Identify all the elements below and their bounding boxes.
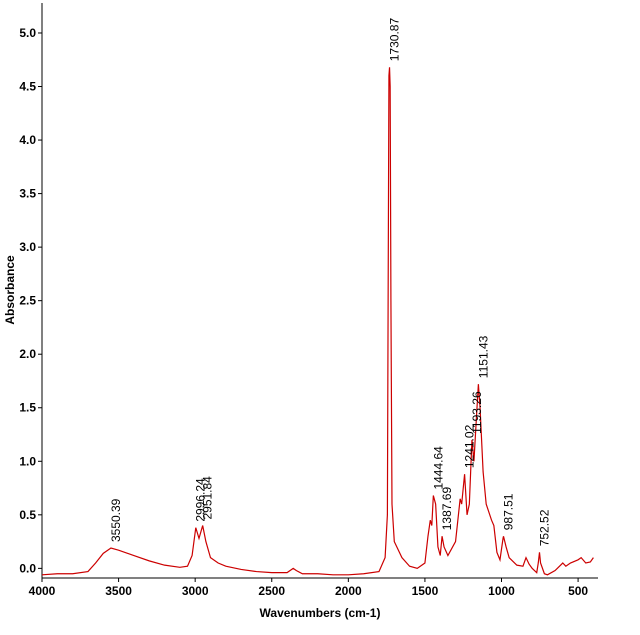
- spectrum-line: [41, 67, 594, 576]
- x-axis-label: Wavenumbers (cm-1): [260, 606, 381, 620]
- peak-label: 1387.69: [440, 487, 454, 531]
- x-tick-label: 4000: [29, 584, 56, 598]
- peak-label: 987.51: [501, 493, 515, 530]
- x-tick-label: 1500: [412, 584, 439, 598]
- y-tick-label: 0.5: [19, 508, 36, 522]
- y-tick-label: 0.0: [19, 561, 36, 575]
- y-tick-label: 4.5: [19, 80, 36, 94]
- peak-label: 1730.87: [388, 18, 402, 62]
- y-tick-label: 3.5: [19, 187, 36, 201]
- peak-label: 1444.64: [431, 446, 445, 490]
- y-tick-label: 1.5: [19, 401, 36, 415]
- peak-label: 1241.02: [463, 424, 477, 468]
- peak-label: 2996.24: [194, 478, 208, 522]
- peak-label: 1193.26: [470, 391, 484, 434]
- x-tick-label: 3500: [105, 584, 132, 598]
- peak-label: 1151.43: [476, 335, 490, 378]
- y-tick-label: 2.5: [19, 294, 36, 308]
- y-tick-label: 2.0: [19, 347, 36, 361]
- y-axis-label: Absorbance: [3, 255, 17, 325]
- y-tick-label: 1.0: [19, 454, 36, 468]
- x-tick-label: 2500: [258, 584, 285, 598]
- y-tick-label: 5.0: [19, 26, 36, 40]
- peak-label: 2951.84: [201, 476, 215, 520]
- y-tick-label: 3.0: [19, 240, 36, 254]
- peak-label: 752.52: [537, 509, 551, 546]
- x-tick-label: 2000: [335, 584, 362, 598]
- peak-label: 3550.39: [109, 498, 123, 542]
- x-tick-label: 1000: [488, 584, 515, 598]
- x-tick-label: 3000: [182, 584, 209, 598]
- x-tick-label: 500: [568, 584, 588, 598]
- y-tick-label: 4.0: [19, 133, 36, 147]
